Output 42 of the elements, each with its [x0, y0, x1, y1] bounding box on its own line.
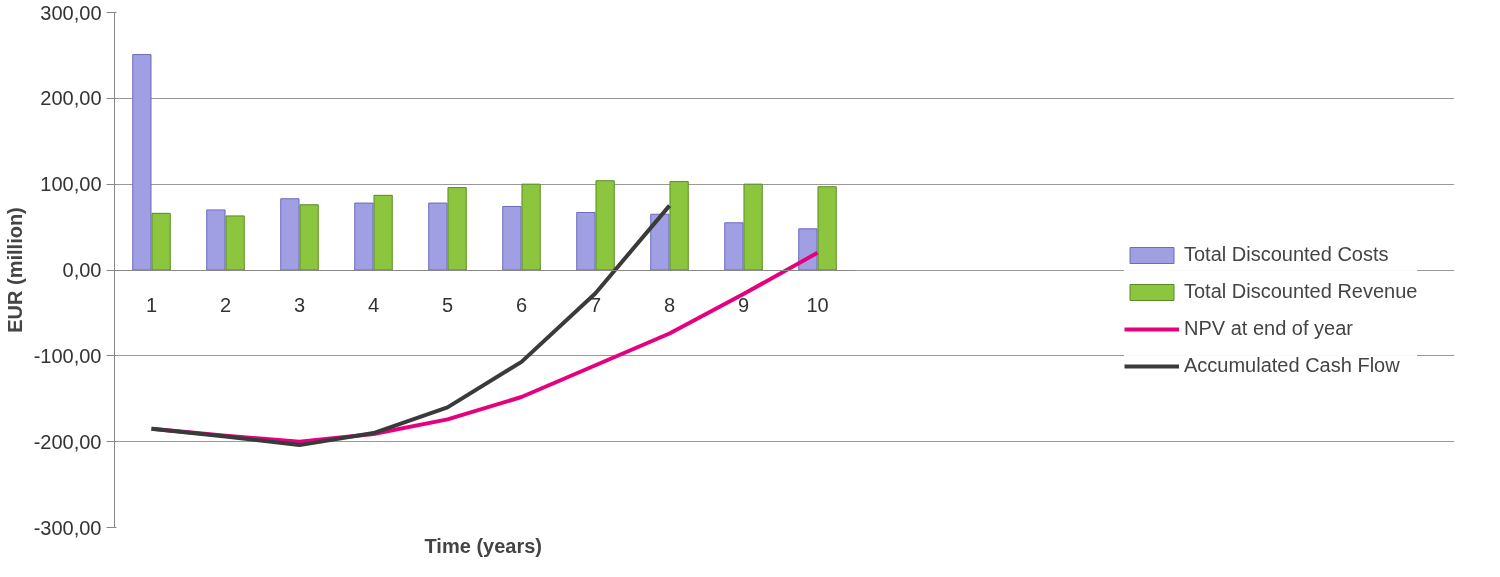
- bar: [132, 54, 152, 271]
- bar: [354, 202, 374, 271]
- bar: [280, 198, 300, 271]
- bar: [502, 205, 522, 271]
- x-tick-label: 6: [515, 294, 528, 316]
- bar: [595, 180, 615, 271]
- x-tick-label: 1: [145, 294, 158, 316]
- legend-label: Total Discounted Revenue: [1184, 280, 1418, 303]
- x-tick-label: 3: [293, 294, 306, 316]
- x-tick-label: 4: [367, 294, 380, 316]
- bar: [299, 204, 319, 271]
- bar: [521, 183, 541, 271]
- bar: [650, 213, 670, 271]
- y-tick-label: 100,00: [40, 173, 102, 196]
- x-tick-label: 8: [663, 294, 676, 316]
- x-tick-label: 7: [589, 294, 602, 316]
- x-tick-label: 10: [806, 294, 829, 316]
- y-tick-label: -200,00: [33, 430, 102, 453]
- legend-label: Total Discounted Costs: [1184, 243, 1389, 266]
- y-tick-label: -100,00: [33, 344, 102, 367]
- bar: [428, 202, 448, 271]
- x-tick-label: 2: [219, 294, 232, 316]
- bar: [447, 187, 467, 271]
- bar: [817, 186, 837, 271]
- bar: [669, 181, 689, 271]
- y-axis-title: EUR (million): [3, 207, 26, 333]
- bar: [151, 212, 171, 271]
- y-tick-label: 300,00: [40, 1, 102, 24]
- legend-label: NPV at end of year: [1184, 317, 1353, 340]
- bar: [724, 222, 744, 271]
- bar: [206, 209, 226, 271]
- bar: [576, 211, 596, 271]
- y-tick-label: 0,00: [62, 259, 102, 281]
- bar: [743, 183, 763, 271]
- x-tick-label: 9: [737, 294, 750, 316]
- x-tick-label: 5: [441, 294, 454, 316]
- y-tick-label: -300,00: [33, 516, 102, 539]
- bar: [225, 215, 245, 271]
- bar: [373, 194, 393, 271]
- x-axis-title: Time (years): [424, 534, 542, 557]
- legend-label: Accumulated Cash Flow: [1184, 354, 1400, 377]
- y-tick-label: 200,00: [40, 87, 102, 110]
